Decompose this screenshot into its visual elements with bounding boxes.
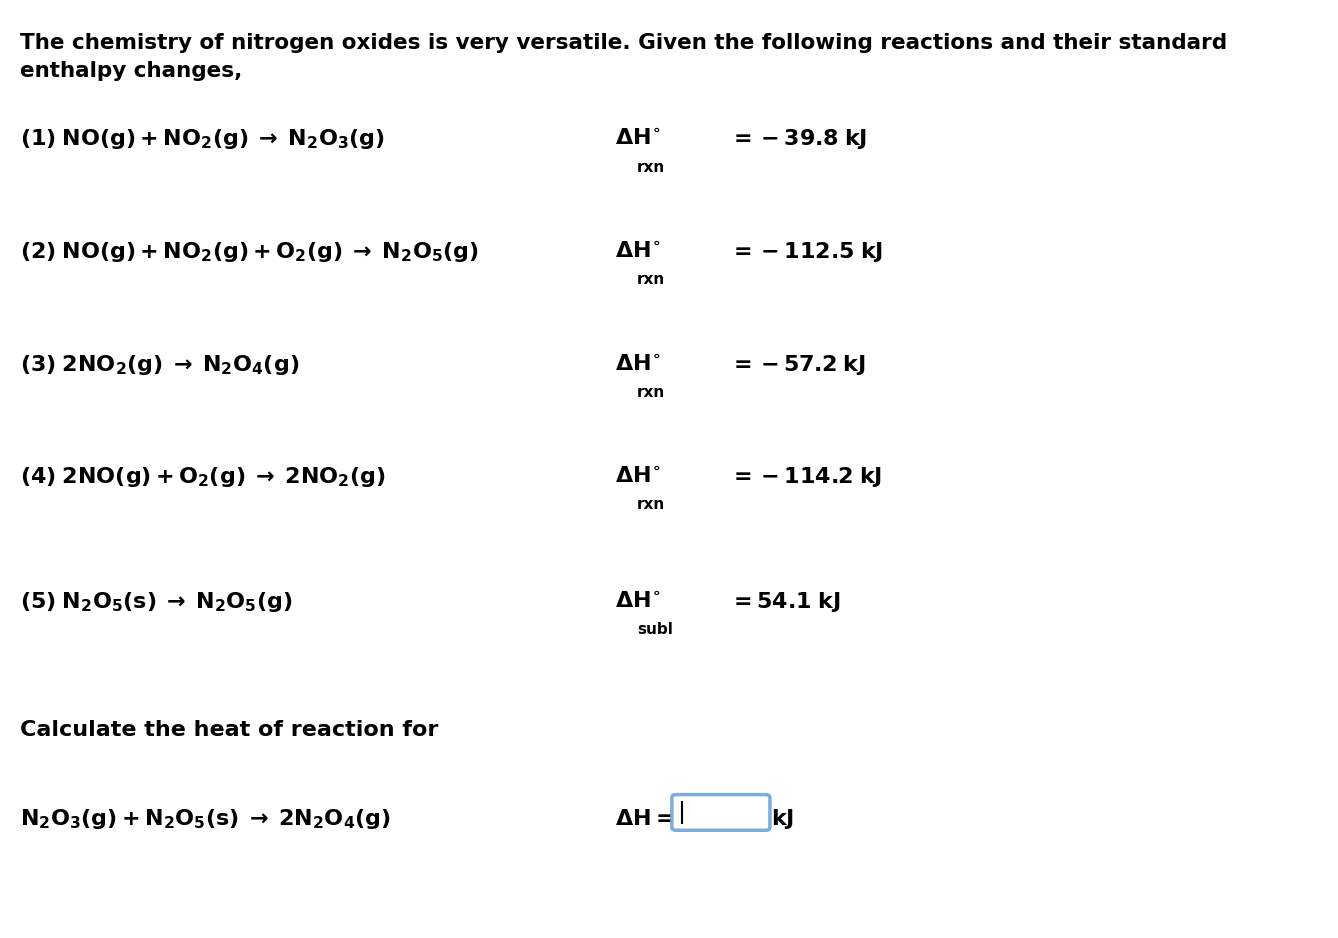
Text: $\mathbf{= 54.1\; kJ}$: $\mathbf{= 54.1\; kJ}$ <box>729 590 840 613</box>
Text: $\mathbf{(3)\; 2NO_2(g) \;\rightarrow\; N_2O_4(g)}$: $\mathbf{(3)\; 2NO_2(g) \;\rightarrow\; … <box>20 353 300 376</box>
Text: $\mathbf{\Delta H^{\circ}}$: $\mathbf{\Delta H^{\circ}}$ <box>615 592 661 612</box>
Text: $\mathbf{\Delta H^{\circ}}$: $\mathbf{\Delta H^{\circ}}$ <box>615 242 661 262</box>
Text: rxn: rxn <box>637 272 665 287</box>
Text: enthalpy changes,: enthalpy changes, <box>20 61 242 81</box>
Text: $\mathbf{(5)\; N_2O_5(s) \;\rightarrow\; N_2O_5(g)}$: $\mathbf{(5)\; N_2O_5(s) \;\rightarrow\;… <box>20 590 293 613</box>
Text: $\mathbf{kJ}$: $\mathbf{kJ}$ <box>771 808 793 831</box>
Text: $\mathbf{\Delta H^{\circ}}$: $\mathbf{\Delta H^{\circ}}$ <box>615 467 661 487</box>
Text: $\mathbf{(4)\; 2NO(g) + O_2(g) \;\rightarrow\; 2NO_2(g)}$: $\mathbf{(4)\; 2NO(g) + O_2(g) \;\righta… <box>20 465 385 489</box>
Text: $\mathbf{= -39.8\; kJ}$: $\mathbf{= -39.8\; kJ}$ <box>729 128 867 151</box>
FancyBboxPatch shape <box>672 794 769 830</box>
Text: rxn: rxn <box>637 385 665 400</box>
Text: $\mathbf{N_2O_3(g) + N_2O_5(s) \;\rightarrow\; 2N_2O_4(g)}$: $\mathbf{N_2O_3(g) + N_2O_5(s) \;\righta… <box>20 808 391 831</box>
Text: rxn: rxn <box>637 497 665 512</box>
Text: The chemistry of nitrogen oxides is very versatile. Given the following reaction: The chemistry of nitrogen oxides is very… <box>20 33 1227 53</box>
Text: $\mathbf{\Delta H^{\circ}}$: $\mathbf{\Delta H^{\circ}}$ <box>615 129 661 149</box>
Text: $\mathbf{\Delta H^{\circ}}$: $\mathbf{\Delta H^{\circ}}$ <box>615 355 661 374</box>
Text: $\mathbf{(1)\; NO(g) + NO_2(g) \;\rightarrow\; N_2O_3(g)}$: $\mathbf{(1)\; NO(g) + NO_2(g) \;\righta… <box>20 128 385 151</box>
Text: $\mathbf{\Delta H =}$: $\mathbf{\Delta H =}$ <box>615 809 674 829</box>
Text: $\mathbf{= -114.2\; kJ}$: $\mathbf{= -114.2\; kJ}$ <box>729 465 882 489</box>
Text: rxn: rxn <box>637 159 665 174</box>
Text: subl: subl <box>637 622 673 637</box>
Text: $\mathbf{= -57.2\; kJ}$: $\mathbf{= -57.2\; kJ}$ <box>729 353 866 376</box>
Text: $\mathbf{(2)\; NO(g) + NO_2(g) + O_2(g) \;\rightarrow\; N_2O_5(g)}$: $\mathbf{(2)\; NO(g) + NO_2(g) + O_2(g) … <box>20 240 479 264</box>
Text: Calculate the heat of reaction for: Calculate the heat of reaction for <box>20 720 439 740</box>
Text: $\mathbf{= -112.5\; kJ}$: $\mathbf{= -112.5\; kJ}$ <box>729 240 883 264</box>
